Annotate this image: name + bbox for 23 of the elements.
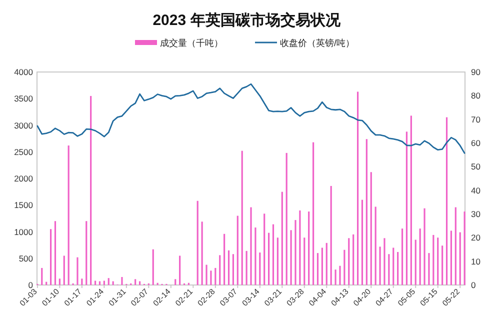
y2-tick-label: 10 bbox=[471, 256, 481, 266]
chart-title: 2023 年英国碳市场交易状况 bbox=[152, 11, 342, 29]
y-tick-label: 3000 bbox=[14, 120, 34, 130]
y-tick-label: 3500 bbox=[14, 94, 34, 104]
y-tick-label: 1000 bbox=[14, 226, 34, 237]
y2-tick-label: 80 bbox=[471, 90, 481, 101]
y2-tick-label: 20 bbox=[471, 232, 481, 243]
y2-tick-label: 50 bbox=[471, 162, 481, 172]
y2-tick-label: 60 bbox=[471, 138, 481, 148]
legend-label: 成交量（千吨） bbox=[160, 38, 223, 48]
y-tick-label: 2000 bbox=[14, 174, 34, 184]
line-series bbox=[36, 83, 466, 154]
y2-tick-label: 90 bbox=[471, 67, 481, 77]
y-tick-label: 0 bbox=[28, 280, 34, 290]
y2-tick-label: 0 bbox=[471, 280, 476, 290]
y2-tick-label: 40 bbox=[471, 185, 481, 196]
y-tick-label: 500 bbox=[18, 253, 34, 264]
y2-tick-label: 70 bbox=[471, 114, 481, 124]
y-tick-label: 1500 bbox=[14, 200, 34, 210]
y-tick-label: 2500 bbox=[14, 146, 34, 157]
legend-label: 收盘价（英镑/吨） bbox=[280, 38, 355, 48]
y-tick-label: 4000 bbox=[14, 67, 34, 77]
y2-tick-label: 30 bbox=[471, 209, 481, 219]
